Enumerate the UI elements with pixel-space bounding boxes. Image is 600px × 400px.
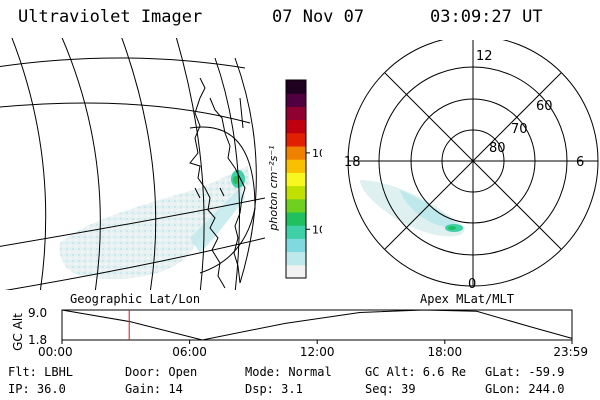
- colorbar-unit-label: photon cm⁻²s⁻¹: [267, 145, 280, 231]
- colorbar-band: [286, 212, 306, 226]
- colorbar-band: [286, 172, 306, 187]
- colorbar-band: [286, 251, 306, 266]
- aurora-emission-region: [59, 166, 250, 279]
- colorbar-band: [286, 106, 306, 121]
- gain-status: Gain: 14: [125, 382, 183, 396]
- apex-panel-label: Apex MLat/MLT: [420, 292, 514, 306]
- altitude-series-line: [61, 309, 573, 341]
- colorbar-band: [286, 159, 306, 173]
- colorbar-band: [286, 146, 306, 160]
- timeline-xtick-label: 23:59: [553, 345, 588, 359]
- colorbar-band: [286, 185, 306, 200]
- colorbar-tick-label: 10: [312, 223, 322, 236]
- timeline-xtick-label: 18:00: [428, 345, 463, 359]
- colorbar-band: [286, 119, 306, 134]
- timeline-xtick-label: 12:00: [300, 345, 335, 359]
- colorbar-band: [286, 80, 306, 94]
- gc-alt-status: GC Alt: 6.6 Re: [365, 365, 467, 379]
- mlat-label-60: 60: [536, 99, 553, 114]
- date-label: 07 Nov 07: [272, 7, 365, 27]
- dsp-status: Dsp: 3.1: [245, 382, 303, 396]
- instrument-title: Ultraviolet Imager: [18, 7, 203, 27]
- ip-status: IP: 36.0: [8, 382, 66, 396]
- polar-plot: 12 18 6 0 60 70 80: [344, 40, 599, 288]
- mlat-label-70: 70: [511, 122, 528, 137]
- timeline-xtick-label: 00:00: [38, 345, 73, 359]
- timeline-ylabel: GC Alt: [11, 313, 25, 351]
- timeline-frame: [61, 309, 573, 341]
- mode-status: Mode: Normal: [245, 365, 332, 379]
- geographic-map: [0, 38, 265, 290]
- colorbar-band: [286, 93, 306, 107]
- ytick-top: 9.0: [28, 306, 47, 320]
- colorbar-band: [286, 132, 306, 147]
- mlt-label-6: 6: [576, 155, 584, 170]
- mlat-label-80: 80: [489, 141, 506, 156]
- mlt-label-0: 0: [468, 277, 476, 288]
- seq-status: Seq: 39: [365, 382, 416, 396]
- coastline: [189, 77, 246, 289]
- colorbar-band: [286, 198, 306, 213]
- door-status: Door: Open: [125, 365, 198, 379]
- mlt-label-18: 18: [344, 155, 361, 170]
- colorbar-band: [286, 225, 306, 239]
- geographic-panel-label: Geographic Lat/Lon: [70, 292, 201, 306]
- glat-status: GLat: -59.9: [485, 365, 565, 379]
- glon-status: GLon: 244.0: [485, 382, 565, 396]
- colorbar-band: [286, 264, 306, 279]
- time-label: 03:09:27 UT: [430, 7, 543, 27]
- colorbar-tick-label: 100: [312, 147, 322, 160]
- filter-status: Flt: LBHL: [8, 365, 74, 379]
- colorbar: 100 10 photon cm⁻²s⁻¹: [267, 79, 322, 279]
- timeline-xtick-label: 06:00: [172, 345, 207, 359]
- colorbar-band: [286, 238, 306, 253]
- mlt-label-12: 12: [476, 49, 493, 64]
- altitude-timeline-chart: GC Alt 9.0 1.8 00:00 06:00 12:00 18:00 23:59: [11, 306, 588, 359]
- ytick-bottom: 1.8: [28, 333, 47, 347]
